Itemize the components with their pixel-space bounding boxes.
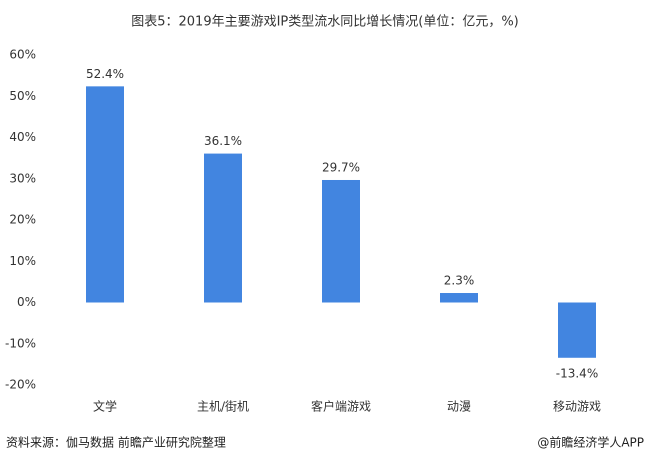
value-label: 2.3% — [444, 274, 475, 288]
bar — [440, 293, 478, 303]
value-label: 52.4% — [86, 67, 124, 81]
y-tick-label: 40% — [9, 130, 36, 144]
value-label: -13.4% — [556, 366, 598, 380]
source: 资料来源：伽马数据 前瞻产业研究院整理 — [6, 435, 226, 450]
x-tick-label: 动漫 — [447, 400, 471, 414]
y-tick-label: 10% — [9, 254, 36, 268]
bar — [322, 179, 360, 303]
x-tick-label: 文学 — [93, 399, 117, 414]
x-tick-label: 移动游戏 — [553, 400, 601, 414]
x-tick-label: 主机/街机 — [197, 400, 249, 414]
value-label: 36.1% — [204, 134, 242, 148]
y-tick-label: -20% — [5, 378, 36, 392]
y-tick-label: 20% — [9, 213, 36, 227]
y-tick-label: 0% — [17, 295, 36, 309]
bar — [86, 86, 124, 303]
y-tick-label: 50% — [9, 89, 36, 103]
credit: @前瞻经济学人APP — [537, 435, 644, 450]
bar — [558, 302, 596, 358]
bar — [204, 153, 242, 303]
value-label: 29.7% — [322, 160, 360, 174]
x-tick-label: 客户端游戏 — [311, 399, 371, 414]
y-tick-label: -10% — [5, 336, 36, 350]
chart-title: 图表5：2019年主要游戏IP类型流水同比增长情况(单位：亿元，%) — [131, 15, 519, 30]
y-tick-label: 60% — [9, 48, 36, 62]
y-tick-label: 30% — [9, 171, 36, 185]
